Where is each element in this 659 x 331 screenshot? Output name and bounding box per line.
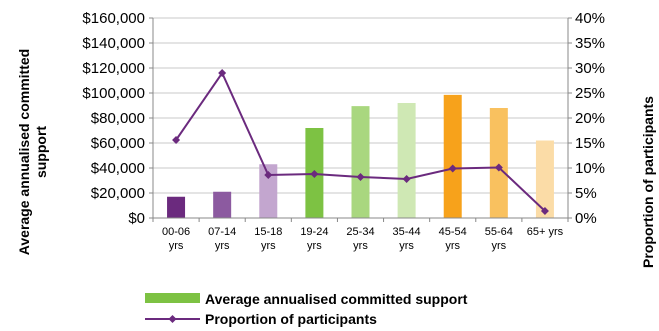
y-axis-right-ticks: 0% 5% 10% 15% 20% 25% 30% 35% 40%	[575, 10, 605, 227]
legend-bar-label: Average annualised committed support	[205, 291, 468, 307]
bar	[443, 94, 462, 218]
y-left-tick-label: $20,000	[91, 185, 145, 202]
line-marker	[448, 164, 457, 173]
bar	[489, 108, 508, 218]
x-tick-label: yrs	[169, 240, 184, 252]
y-right-tick-label: 30%	[575, 60, 605, 77]
y-left-tick-label: $120,000	[82, 60, 145, 77]
y-left-tick-label: $80,000	[91, 110, 145, 127]
y-right-tick-label: 35%	[575, 35, 605, 52]
x-axis-ticks: 00-06 yrs 07-14 yrs 15-18 yrs 19-24 yrs 25-34 yrs…	[162, 226, 564, 252]
x-tick-label: 25-34	[346, 226, 374, 238]
x-tick-label: 35-44	[393, 226, 421, 238]
y-right-tick-label: 10%	[575, 160, 605, 177]
y-left-tick-label: $140,000	[82, 35, 145, 52]
bar	[213, 191, 232, 218]
line-marker	[494, 163, 503, 172]
y-right-tick-label: 15%	[575, 135, 605, 152]
line-marker	[172, 136, 181, 144]
x-tick-label: 55-64	[485, 226, 513, 238]
x-tick-label: yrs	[215, 240, 230, 252]
y-left-tick-label: $60,000	[91, 135, 145, 152]
line-marker	[402, 175, 411, 183]
y-axis-right-title: Proportion of participants	[640, 96, 656, 268]
y-axis-left-title-line: Average annualised committed	[16, 49, 32, 255]
x-tick-label: yrs	[491, 240, 506, 252]
x-tick-label: yrs	[399, 240, 414, 252]
y-left-tick-label: $160,000	[82, 10, 145, 27]
bar	[535, 140, 554, 218]
y-left-tick-label: $100,000	[82, 85, 145, 102]
y-right-tick-label: 20%	[575, 110, 605, 127]
line-series	[172, 69, 549, 215]
line-marker	[218, 69, 227, 77]
x-tick-label: yrs	[445, 240, 460, 252]
x-tick-label: 07-14	[208, 226, 236, 238]
x-tick-label: yrs	[307, 240, 322, 252]
bar	[259, 164, 278, 218]
x-tick-label: yrs	[353, 240, 368, 252]
line-marker	[264, 171, 273, 179]
axes	[149, 17, 572, 222]
line-marker	[310, 170, 319, 178]
y-right-tick-label: 0%	[575, 210, 597, 227]
y-left-tick-label: $40,000	[91, 160, 145, 177]
legend: Average annualised committed support Pro…	[145, 291, 468, 327]
y-axis-left-ticks: $0 $20,000 $40,000 $60,000 $80,000 $100,000 $1…	[82, 10, 145, 227]
x-tick-label: 00-06	[162, 226, 190, 238]
y-right-tick-label: 40%	[575, 10, 605, 27]
y-right-tick-label: 25%	[575, 85, 605, 102]
legend-line-label: Proportion of participants	[205, 311, 377, 327]
line-marker	[540, 207, 549, 215]
y-right-tick-label: 5%	[575, 185, 597, 202]
y-left-tick-label: $0	[128, 210, 145, 227]
x-tick-label: yrs	[261, 240, 276, 252]
y-axis-left-title: Average annualised committedsupport	[16, 49, 49, 255]
bar	[351, 106, 370, 218]
legend-bar-swatch	[145, 293, 200, 303]
bar-series	[167, 94, 554, 218]
y-axis-left-title-line: support	[33, 126, 49, 178]
bar	[397, 103, 416, 218]
legend-line-marker	[168, 315, 177, 323]
bar	[167, 196, 186, 218]
x-tick-label: 65+ yrs	[527, 226, 564, 238]
line-marker	[356, 173, 365, 181]
x-tick-label: 15-18	[254, 226, 282, 238]
x-tick-label: 19-24	[300, 226, 328, 238]
x-tick-label: 45-54	[439, 226, 467, 238]
